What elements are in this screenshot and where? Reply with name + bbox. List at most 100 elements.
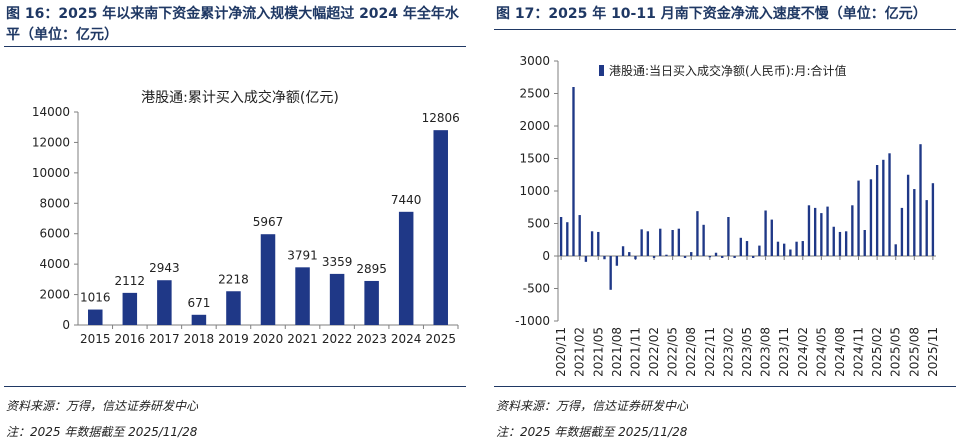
x-tick-label: 2024 [391, 332, 422, 346]
bar [752, 256, 755, 258]
bar [260, 234, 276, 325]
bar [597, 231, 600, 256]
y-tick-label: 2500 [519, 87, 550, 101]
y-tick-label: 8000 [39, 196, 70, 210]
bar [640, 229, 643, 256]
x-tick-label: 2024/02 [796, 327, 810, 377]
bar [295, 267, 310, 325]
bar [770, 219, 773, 256]
data-label: 1016 [80, 291, 111, 305]
bar [122, 292, 138, 325]
x-tick-label: 2016 [115, 332, 146, 346]
bar [863, 230, 866, 256]
bar [727, 217, 730, 256]
bar [364, 280, 379, 325]
y-tick-label: -500 [523, 282, 550, 296]
x-tick-label: 2021/11 [628, 327, 642, 377]
bar [869, 179, 873, 256]
bar [875, 165, 879, 256]
x-tick-label: 2023 [356, 332, 387, 346]
bar [572, 87, 575, 256]
x-tick-label: 2024/05 [814, 327, 828, 377]
bar [931, 183, 935, 256]
x-tick-label: 2022/02 [647, 327, 661, 377]
x-tick-label: 2020 [253, 332, 284, 346]
x-tick-label: 2024/11 [852, 327, 866, 377]
figure-17-source-rule [494, 386, 956, 387]
bar [646, 231, 650, 256]
data-label: 5967 [253, 215, 284, 229]
bar [857, 180, 860, 256]
legend-label: 港股通:当日买入成交净额(人民币):月:合计值 [609, 63, 847, 78]
bar [851, 205, 854, 256]
bar [714, 252, 718, 256]
bar [919, 144, 922, 256]
x-tick-label: 2023/05 [740, 327, 754, 377]
x-tick-label: 2021/02 [573, 327, 587, 377]
data-label: 2943 [149, 261, 180, 275]
bar [652, 256, 656, 258]
x-tick-label: 2025/05 [889, 327, 903, 377]
bar [398, 211, 414, 325]
bar [739, 237, 742, 256]
bar [665, 254, 668, 256]
data-label: 2895 [356, 262, 387, 276]
x-tick-label: 2019 [218, 332, 249, 346]
x-tick-label: 2022/08 [684, 327, 698, 377]
figure-16-source: 资料来源：万得，信达证券研发中心 [6, 399, 199, 413]
data-label: 3359 [322, 255, 353, 269]
bar [609, 256, 612, 290]
bar [882, 159, 885, 256]
x-tick-label: 2023/08 [759, 327, 773, 377]
data-label: 2112 [115, 274, 146, 288]
bar [671, 230, 674, 256]
data-label: 7440 [391, 193, 422, 207]
bar [226, 291, 241, 325]
data-label: 12806 [422, 111, 460, 125]
bar [795, 241, 798, 256]
x-tick-label: 2023/02 [721, 327, 735, 377]
y-tick-label: 2000 [39, 288, 70, 302]
x-tick-label: 2025 [425, 332, 456, 346]
y-tick-label: 2000 [519, 119, 550, 133]
bar [634, 256, 637, 260]
bar [578, 215, 581, 256]
x-tick-label: 2025/11 [926, 327, 940, 377]
bar [157, 280, 172, 325]
x-tick-label: 2017 [149, 332, 180, 346]
figure-16-title: 图 16：2025 年以来南下资金累计净流入规模大幅超过 2024 年全年水平（… [6, 6, 459, 43]
bar [789, 249, 792, 256]
x-tick-label: 2022/05 [666, 327, 680, 377]
figure-16-panel: 图 16：2025 年以来南下资金累计净流入规模大幅超过 2024 年全年水平（… [0, 0, 472, 444]
bar [559, 217, 563, 256]
x-tick-label: 2021 [287, 332, 318, 346]
bar [826, 206, 829, 256]
figure-17-note: 注：2025 年数据截至 2025/11/28 [496, 425, 688, 439]
bar [783, 243, 786, 256]
bar [708, 256, 711, 258]
bar [807, 205, 811, 256]
figure-16-bar-chart: 港股通:累计买入成交净额(亿元) 0 2000 4000 6000 8000 10000 1… [32, 89, 460, 346]
bar [801, 241, 804, 256]
bar [628, 252, 631, 256]
legend-swatch [599, 65, 604, 76]
y-tick-label: 0 [542, 249, 550, 263]
bar [621, 246, 625, 256]
figure-16-source-rule [4, 386, 466, 387]
x-tick-label: 2022 [322, 332, 353, 346]
y-tick-label: 3000 [519, 54, 550, 68]
bar [832, 226, 835, 256]
chart-title: 港股通:累计买入成交净额(亿元) [141, 89, 339, 106]
y-tick-label: 12000 [32, 135, 70, 149]
x-tick-label: 2025/02 [870, 327, 884, 377]
x-tick-label: 2022/11 [703, 327, 717, 377]
bar [838, 231, 842, 256]
y-tick-label: 14000 [32, 105, 70, 119]
bar [764, 210, 767, 256]
bar [683, 256, 687, 258]
y-tick-label: 0 [62, 318, 70, 332]
bar [677, 228, 681, 256]
bar [894, 244, 897, 256]
x-tick-label: 2021/08 [610, 327, 624, 377]
bar [733, 256, 736, 258]
